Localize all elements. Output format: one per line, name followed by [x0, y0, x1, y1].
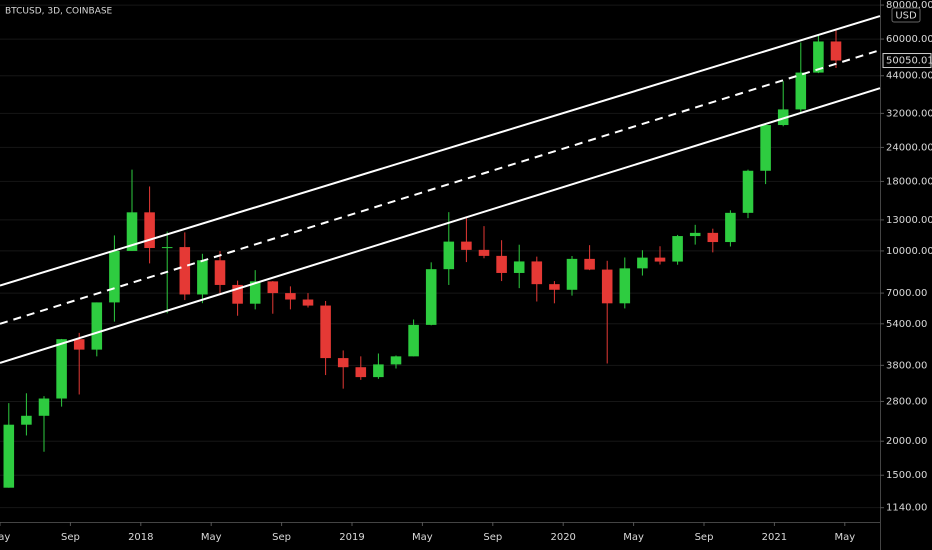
- candle-body: [408, 324, 419, 357]
- candle-body: [73, 339, 85, 350]
- y-tick-label: 18000.00: [886, 176, 932, 187]
- x-tick-label: Sep: [695, 532, 714, 543]
- candle-body: [320, 305, 331, 359]
- y-tick-label: 5400.00: [886, 319, 927, 330]
- candle-body: [38, 398, 50, 416]
- candle-body: [302, 299, 314, 306]
- candle-body: [672, 236, 683, 262]
- candle-body: [707, 232, 719, 243]
- unit-label: USD: [895, 11, 917, 22]
- candle-body: [249, 281, 261, 304]
- candle-body: [197, 260, 208, 295]
- candle-body: [214, 260, 226, 285]
- candle-body: [337, 358, 349, 368]
- chart-title: BTCUSD, 3D, COINBASE: [5, 7, 113, 17]
- candle-body: [531, 261, 543, 285]
- candle-body: [126, 212, 138, 251]
- candle-body: [144, 212, 155, 249]
- candle-body: [425, 269, 437, 325]
- candle-body: [689, 232, 701, 237]
- x-tick-label: 2021: [762, 532, 787, 543]
- candle-body: [601, 269, 613, 304]
- candle-body: [496, 255, 507, 273]
- candle-body: [777, 109, 789, 126]
- candle-body: [760, 125, 771, 171]
- x-tick-label: 2020: [550, 532, 575, 543]
- channel: [0, 15, 881, 364]
- y-tick-label: 3800.00: [886, 360, 927, 371]
- x-tick-label: 2018: [128, 532, 153, 543]
- candle-body: [56, 339, 67, 399]
- channel-line: [0, 87, 881, 364]
- candle-body: [725, 212, 736, 243]
- candle-body: [21, 415, 32, 425]
- candle-body: [566, 258, 578, 290]
- candle-body: [91, 302, 103, 350]
- candle-body: [109, 250, 120, 303]
- unit-box: [891, 7, 921, 23]
- candle-body: [3, 424, 15, 488]
- x-tick-label: May: [0, 532, 10, 543]
- candle-body: [285, 293, 296, 300]
- y-tick-label: 44000.00: [886, 71, 932, 82]
- x-tick-label: 2019: [339, 532, 364, 543]
- y-tick-label: 80000.00: [886, 0, 932, 11]
- y-tick-label: 24000.00: [886, 142, 932, 153]
- candle-body: [355, 367, 367, 378]
- candle-body: [830, 41, 842, 61]
- x-tick-label: Sep: [483, 532, 502, 543]
- candle-body: [267, 281, 279, 294]
- channel-line: [0, 15, 881, 287]
- y-tick-label: 1500.00: [886, 470, 927, 481]
- candle-body: [637, 257, 648, 269]
- candle-body: [390, 356, 402, 365]
- y-tick-label: 2800.00: [886, 396, 927, 407]
- candle-body: [161, 247, 173, 249]
- candle-body: [373, 364, 384, 378]
- candle-body: [179, 247, 191, 295]
- candle-body: [619, 268, 631, 304]
- candle-body: [795, 72, 807, 110]
- candle-body: [232, 284, 243, 304]
- y-tick-label: 60000.00: [886, 34, 932, 45]
- candle-body: [478, 249, 490, 256]
- price-tag-label: 50050.01: [886, 56, 932, 67]
- candle-body: [742, 170, 754, 213]
- candle-body: [461, 241, 472, 250]
- candle-body: [513, 261, 525, 273]
- candle-body: [443, 241, 455, 270]
- candle-body: [584, 258, 595, 270]
- x-tick-label: Sep: [272, 532, 291, 543]
- y-tick-label: 1140.00: [886, 503, 927, 514]
- y-tick-label: 13000.00: [886, 215, 932, 226]
- candles: [3, 29, 842, 488]
- x-tick-label: Sep: [61, 532, 80, 543]
- y-tick-label: 10000.00: [886, 246, 932, 257]
- candle-body: [813, 41, 824, 73]
- price-tag: [882, 53, 932, 69]
- y-tick-label: 32000.00: [886, 108, 932, 119]
- candle-body: [654, 257, 666, 262]
- x-tick-label: May: [412, 532, 433, 543]
- x-tick-label: May: [834, 532, 855, 543]
- y-tick-label: 7000.00: [886, 288, 927, 299]
- y-tick-label: 2000.00: [886, 436, 927, 447]
- x-tick-label: May: [623, 532, 644, 543]
- candle-body: [549, 284, 560, 290]
- x-tick-label: May: [201, 532, 222, 543]
